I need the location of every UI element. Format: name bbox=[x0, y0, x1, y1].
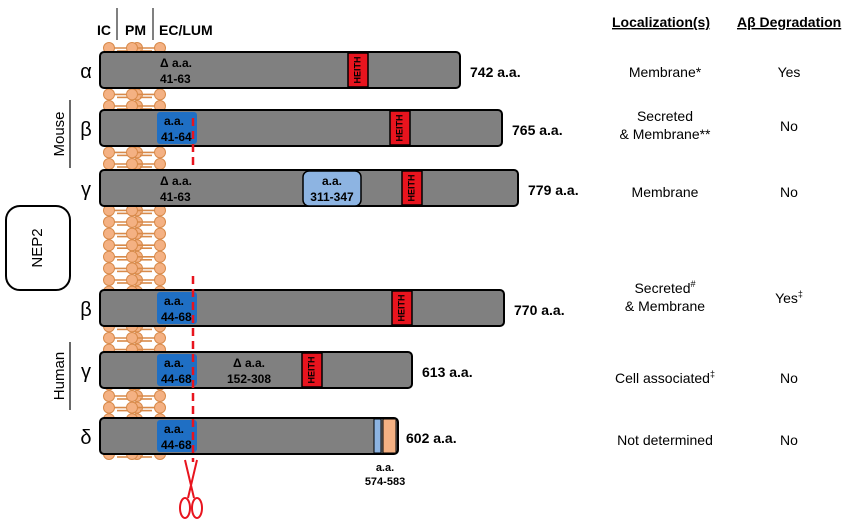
lipid bbox=[126, 216, 166, 228]
lipid bbox=[126, 332, 166, 344]
insert2-range: 311-347 bbox=[310, 190, 354, 204]
insert-block bbox=[157, 354, 197, 386]
isoform-greek-label: α bbox=[80, 61, 92, 83]
insert-label: a.a. bbox=[164, 114, 184, 128]
isoform-greek-label: δ bbox=[80, 427, 91, 449]
isoform-length: 602 a.a. bbox=[406, 430, 457, 446]
degradation-text: Yes bbox=[778, 64, 801, 80]
insert-block bbox=[157, 420, 197, 452]
header-degradation: Aβ Degradation bbox=[737, 14, 841, 30]
lipid bbox=[126, 401, 166, 414]
insert-block bbox=[157, 112, 197, 144]
nep2-label: NEP2 bbox=[29, 228, 46, 267]
degradation-text: Yes‡ bbox=[775, 289, 803, 306]
heith-label: HEITH bbox=[394, 115, 404, 142]
human-label: Human bbox=[51, 352, 68, 400]
isoform-row: β a.a. 41-64 HEITH 765 a.a. Secreted & Membran… bbox=[80, 108, 798, 147]
deletion-label: Δ a.a. bbox=[160, 174, 192, 188]
insert-label: a.a. bbox=[164, 294, 184, 308]
lipid bbox=[126, 239, 166, 252]
localization-text: & Membrane** bbox=[619, 126, 711, 142]
localization-text: Secreted# bbox=[634, 279, 695, 296]
isoform-greek-label: γ bbox=[81, 179, 91, 201]
insert-block bbox=[157, 292, 197, 324]
header-ec-lum: EC/LUM bbox=[159, 22, 213, 38]
localization-text: & Membrane bbox=[625, 298, 705, 314]
degradation-text: No bbox=[780, 118, 798, 134]
lipid bbox=[126, 262, 166, 275]
scissors-icon bbox=[179, 459, 203, 519]
isoform-greek-label: γ bbox=[81, 361, 91, 383]
lipid bbox=[126, 390, 166, 402]
insert-range: 44-68 bbox=[161, 372, 192, 386]
lipid bbox=[126, 158, 166, 170]
mouse-label: Mouse bbox=[51, 111, 68, 156]
isoform-row: α Δ a.a. 41-63 HEITH 742 a.a. Membrane* Yes bbox=[80, 51, 801, 89]
isoform-length: 765 a.a. bbox=[512, 122, 563, 138]
deletion-label: Δ a.a. bbox=[160, 56, 192, 70]
heith-label: HEITH bbox=[396, 295, 406, 322]
extra-label: a.a. bbox=[376, 462, 394, 474]
deletion2-range: 152-308 bbox=[227, 372, 271, 386]
plasma-membrane bbox=[103, 42, 166, 460]
extra-block-blue bbox=[373, 418, 382, 454]
lipid bbox=[103, 158, 143, 170]
localization-text: Secreted bbox=[637, 108, 693, 124]
degradation-text: No bbox=[780, 370, 798, 386]
nep2-box bbox=[5, 205, 71, 291]
insert-range: 44-68 bbox=[161, 438, 192, 452]
heith-motif bbox=[401, 170, 423, 206]
header-ic: IC bbox=[97, 22, 111, 38]
localization-text: Cell associated‡ bbox=[615, 369, 715, 386]
degradation-text: No bbox=[780, 432, 798, 448]
insert-range: 44-68 bbox=[161, 310, 192, 324]
heith-label: HEITH bbox=[306, 357, 316, 384]
extra-range: 574-583 bbox=[365, 476, 405, 488]
localization-text: Membrane bbox=[632, 184, 699, 200]
lipid bbox=[126, 250, 166, 263]
heith-motif bbox=[301, 352, 323, 388]
heith-label: HEITH bbox=[352, 57, 362, 84]
protein-bar bbox=[99, 51, 461, 89]
insert-label: a.a. bbox=[164, 422, 184, 436]
insert-label: a.a. bbox=[164, 356, 184, 370]
heith-motif bbox=[347, 52, 369, 88]
isoform-length: 613 a.a. bbox=[422, 364, 473, 380]
header-localization: Localization(s) bbox=[612, 14, 710, 30]
localization-text: Membrane* bbox=[629, 64, 702, 80]
isoform-rows: α Δ a.a. 41-63 HEITH 742 a.a. Membrane* Yes β a.… bbox=[80, 51, 803, 488]
header-pm: PM bbox=[125, 22, 146, 38]
localization-text: Not determined bbox=[617, 432, 713, 448]
isoform-row: β a.a. 44-68 HEITH 770 a.a. Secreted# & Membra… bbox=[80, 279, 803, 327]
isoform-row: γ a.a. 44-68 Δ a.a. 152-308 HEITH 613 a.a. Cell… bbox=[81, 351, 798, 389]
isoform-length: 742 a.a. bbox=[470, 64, 521, 80]
extra-block-orange bbox=[382, 418, 397, 454]
lipid bbox=[126, 227, 166, 240]
lipid bbox=[126, 88, 166, 101]
isoform-greek-label: β bbox=[80, 119, 92, 141]
deletion-range: 41-63 bbox=[160, 72, 191, 86]
insert2-label: a.a. bbox=[322, 174, 342, 188]
isoform-row: γ Δ a.a. 41-63 a.a. 311-347 HEITH 779 a.a. Memb… bbox=[81, 169, 798, 207]
heith-label: HEITH bbox=[406, 175, 416, 202]
lipid bbox=[126, 146, 166, 159]
insert-range: 41-64 bbox=[161, 130, 192, 144]
isoform-row: δ a.a. 44-68 a.a. 574-583 602 a.a. Not determi… bbox=[80, 417, 798, 488]
deletion2-label: Δ a.a. bbox=[233, 356, 265, 370]
heith-motif bbox=[389, 110, 411, 146]
insert2-block bbox=[302, 170, 362, 207]
deletion-range: 41-63 bbox=[160, 190, 191, 204]
lipid bbox=[126, 274, 166, 286]
degradation-text: No bbox=[780, 184, 798, 200]
isoform-length: 779 a.a. bbox=[528, 182, 579, 198]
isoform-length: 770 a.a. bbox=[514, 302, 565, 318]
heith-motif bbox=[391, 290, 413, 326]
isoform-greek-label: β bbox=[80, 299, 92, 321]
protein-bar bbox=[99, 417, 399, 455]
